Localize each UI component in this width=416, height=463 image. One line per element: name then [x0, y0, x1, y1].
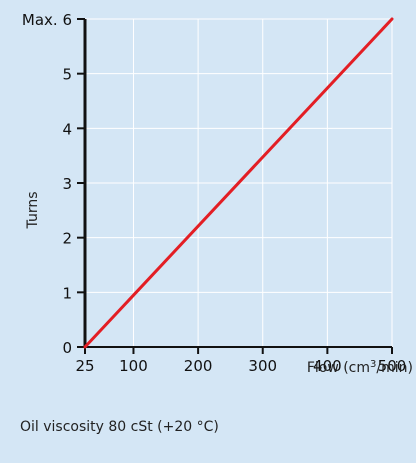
series-group [83, 17, 394, 349]
x-tick-label-2: 200 [184, 357, 213, 375]
y-tick-label-6: Max. 6 [22, 11, 72, 29]
x-axis-label: Flow (cm3/min) [307, 359, 413, 376]
x-axis-label-main: Flow (cm [307, 360, 370, 376]
x-axis-label-superscript: 3 [370, 359, 376, 370]
x-tick-label-4: 400 [313, 357, 342, 375]
y-tick-label-4: 4 [62, 120, 72, 138]
viscosity-note: Oil viscosity 80 cSt (+20 °C) [20, 419, 219, 435]
series-line-0 [83, 17, 394, 349]
y-axis-label: Turns [25, 192, 41, 230]
y-tick-label-2: 2 [62, 230, 72, 248]
y-tick-label-1: 1 [62, 284, 72, 302]
y-tick-label-3: 3 [62, 175, 72, 193]
x-tick-label-5: 500 [378, 357, 407, 375]
y-tick-label-5: 5 [62, 66, 72, 84]
x-ticks: 25 100 200 300 400 500 [75, 347, 406, 375]
y-tick-label-0: 0 [62, 339, 72, 357]
x-tick-label-1: 100 [119, 357, 148, 375]
x-tick-label-0: 25 [75, 357, 94, 375]
x-axis-label-tail: /min) [376, 360, 413, 376]
grid [85, 18, 393, 347]
y-ticks: 0 1 2 3 4 5 Max. 6 [22, 11, 85, 357]
x-tick-label-3: 300 [248, 357, 277, 375]
